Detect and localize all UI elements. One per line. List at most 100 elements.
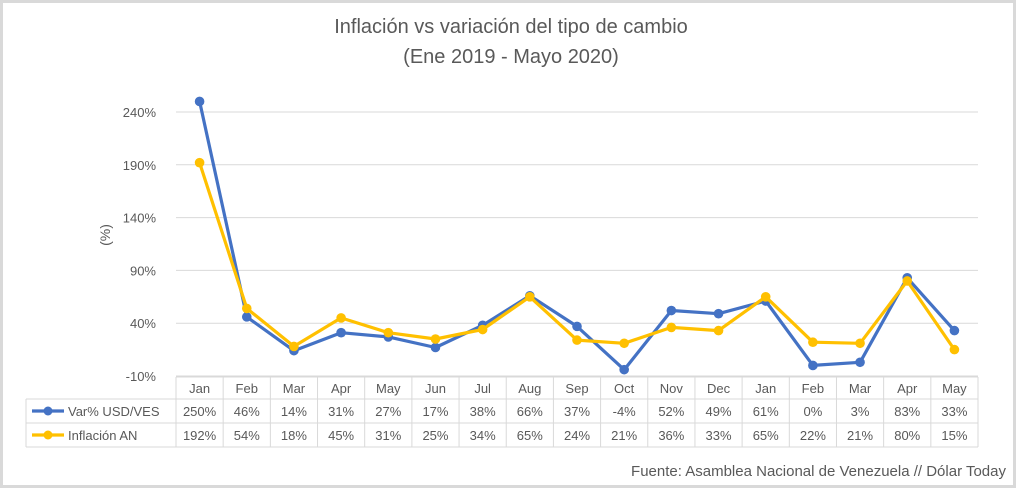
series-var-usd-ves [194, 96, 960, 375]
data-label: 192% [183, 428, 217, 443]
series-lines [194, 96, 960, 375]
y-tick-label: 190% [123, 158, 157, 173]
x-tick-label: Jul [474, 381, 491, 396]
y-tick-label: 240% [123, 105, 157, 120]
legend-label: Var% USD/VES [68, 404, 160, 419]
legend-marker-icon [43, 406, 53, 416]
data-label: 65% [517, 428, 543, 443]
data-label: 37% [564, 404, 590, 419]
x-tick-label: Oct [614, 381, 635, 396]
data-point [902, 276, 913, 286]
data-point [666, 322, 677, 333]
legend-entry: Var% USD/VES [32, 404, 160, 419]
x-tick-label: Jun [425, 381, 446, 396]
legend-marker-icon [43, 430, 53, 440]
x-tick-label: Feb [802, 381, 824, 396]
data-label: 65% [753, 428, 779, 443]
data-label: 80% [894, 428, 920, 443]
data-point [713, 308, 724, 319]
data-label: 54% [234, 428, 260, 443]
x-tick-label: Nov [660, 381, 684, 396]
data-point [241, 312, 252, 322]
data-point [194, 157, 205, 168]
data-label: 21% [611, 428, 637, 443]
legend-label: Inflación AN [68, 428, 137, 443]
data-point [525, 292, 535, 302]
data-label: 22% [800, 428, 826, 443]
data-point [194, 96, 205, 107]
x-tick-label: Jan [189, 381, 210, 396]
data-label: 21% [847, 428, 873, 443]
data-point [808, 360, 818, 371]
x-tick-label: Dec [707, 381, 731, 396]
x-tick-label: Apr [897, 381, 918, 396]
data-table: Jan Feb Mar Apr May Jun Jul Aug Sep Oct Nov Dec Jan F… [25, 376, 979, 448]
data-point [477, 324, 488, 335]
data-label: 27% [375, 404, 401, 419]
chart-subtitle: (Ene 2019 - Mayo 2020) [403, 46, 619, 68]
x-tick-label: May [942, 381, 967, 396]
data-point [430, 334, 441, 344]
data-label: 18% [281, 428, 307, 443]
data-point [808, 337, 818, 348]
y-tick-label: 140% [123, 211, 157, 226]
data-point [855, 338, 865, 349]
data-point [572, 335, 582, 345]
data-point [949, 325, 960, 336]
data-point [713, 325, 724, 336]
x-tick-label: Sep [565, 381, 588, 396]
data-label: 66% [517, 404, 543, 419]
data-label: 17% [422, 404, 448, 419]
data-label: 14% [281, 404, 307, 419]
data-point [760, 292, 771, 302]
x-tick-label: Aug [518, 381, 541, 396]
data-label: 61% [753, 404, 779, 419]
data-point [572, 321, 582, 332]
y-axis-label: (%) [97, 224, 113, 246]
data-label: 33% [941, 404, 967, 419]
x-tick-label: Mar [283, 381, 306, 396]
x-tick-label: Mar [849, 381, 872, 396]
data-point [619, 338, 629, 349]
data-label: 31% [328, 404, 354, 419]
data-label: 3% [851, 404, 870, 419]
x-tick-label: Jan [755, 381, 776, 396]
data-label: 250% [183, 404, 217, 419]
data-point [289, 341, 299, 352]
x-tick-label: Apr [331, 381, 352, 396]
data-label: 33% [706, 428, 732, 443]
data-point [666, 305, 677, 316]
series-line [198, 162, 956, 351]
x-tick-label: Feb [236, 381, 258, 396]
source-note: Fuente: Asamblea Nacional de Venezuela /… [631, 463, 1006, 480]
data-point [383, 327, 394, 338]
data-point [619, 364, 629, 375]
data-label: -4% [613, 404, 637, 419]
data-label: 0% [803, 404, 822, 419]
chart-title: Inflación vs variación del tipo de cambi… [334, 16, 688, 38]
data-label: 31% [375, 428, 401, 443]
data-label: 83% [894, 404, 920, 419]
x-tick-label: May [376, 381, 401, 396]
y-tick-label: 90% [130, 263, 156, 278]
data-label: 46% [234, 404, 260, 419]
y-tick-label: 40% [130, 316, 156, 331]
y-tick-label: -10% [126, 369, 157, 384]
data-label: 36% [658, 428, 684, 443]
data-label: 15% [941, 428, 967, 443]
data-point [855, 357, 865, 368]
data-point [336, 327, 346, 338]
data-point [241, 303, 252, 314]
data-label: 25% [422, 428, 448, 443]
y-axis-ticks: 240% 190% 140% 90% 40% -10% [123, 105, 157, 384]
data-point [949, 344, 960, 355]
series-inflacion-an [194, 157, 960, 355]
data-label: 49% [706, 404, 732, 419]
legend-entry: Inflación AN [32, 428, 137, 443]
data-label: 45% [328, 428, 354, 443]
data-label: 24% [564, 428, 590, 443]
data-label: 52% [658, 404, 684, 419]
data-point [430, 342, 441, 353]
